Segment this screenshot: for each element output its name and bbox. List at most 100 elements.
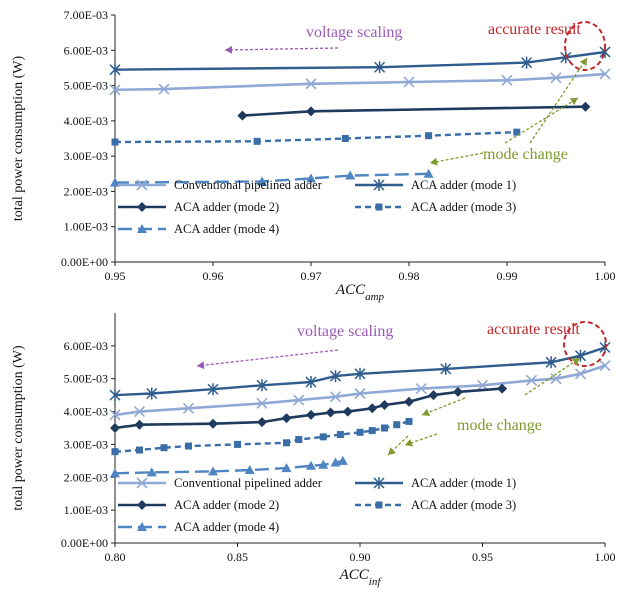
data-point	[356, 428, 364, 436]
y-tick-label: 4.00E-03	[64, 114, 108, 128]
mode-change-arrow	[504, 97, 579, 144]
annotations: voltage scaling accurate result mode chang…	[196, 321, 607, 456]
accurate-result-circle	[564, 21, 606, 71]
data-point	[521, 56, 533, 69]
data-point	[185, 442, 192, 450]
data-point	[342, 406, 353, 417]
data-point	[306, 106, 316, 117]
x-axis-label: ACCinf	[339, 567, 383, 588]
data-point	[345, 170, 356, 180]
legend-label: ACA adder (mode 2)	[174, 498, 279, 512]
series-mode3	[111, 128, 521, 146]
mode-change-arrowhead	[430, 157, 438, 166]
x-tick-label: 0.97	[301, 269, 322, 283]
accurate-result-circle	[563, 321, 607, 367]
mode-change-arrow	[421, 397, 466, 416]
data-point	[109, 84, 121, 96]
y-tick-label: 2.00E-03	[64, 470, 108, 484]
data-point	[405, 417, 413, 425]
data-point	[146, 387, 158, 400]
data-point	[453, 386, 463, 397]
voltage-scaling-arrowhead	[225, 45, 233, 54]
data-point	[501, 74, 513, 86]
data-point	[237, 110, 248, 121]
data-point	[256, 379, 268, 392]
y-axis-label: total power consumption (W)	[11, 56, 26, 222]
y-tick-label: 4.00E-03	[64, 405, 108, 419]
mode-change-arrowhead	[388, 447, 396, 455]
mode-change-arrowhead	[579, 58, 587, 67]
data-point	[133, 406, 146, 418]
data-point	[341, 135, 349, 142]
x-tick-label: 0.90	[350, 550, 371, 564]
data-point	[207, 383, 219, 396]
data-point	[281, 463, 292, 473]
mode-change-arrow	[429, 152, 484, 164]
legend-marker	[137, 224, 147, 233]
y-tick-label: 2.00E-03	[64, 184, 108, 198]
data-point	[319, 433, 327, 441]
x-tick-label: 1.00	[595, 550, 616, 564]
data-point	[337, 455, 348, 465]
legend-label: ACA adder (mode 3)	[411, 200, 516, 214]
mode-change-arrowhead	[571, 358, 580, 366]
y-tick-label: 6.00E-03	[64, 43, 108, 57]
annotations: voltage scaling accurate result mode chang…	[224, 21, 606, 166]
data-point	[305, 376, 317, 388]
legend-marker	[373, 179, 385, 191]
data-point	[111, 138, 119, 146]
series-line	[114, 420, 410, 453]
accurate-result-label: accurate result	[487, 321, 580, 338]
data-point	[158, 83, 170, 95]
data-point	[379, 400, 390, 410]
legend-marker	[137, 522, 147, 531]
data-point	[367, 403, 378, 414]
x-tick-label: 0.80	[105, 550, 126, 564]
data-point	[368, 427, 376, 435]
data-point	[110, 177, 120, 187]
legend-label: ACA adder (mode 1)	[411, 178, 516, 192]
data-point	[208, 418, 218, 429]
data-point	[109, 389, 121, 402]
data-point	[525, 374, 538, 386]
y-tick-label: 7.00E-03	[64, 8, 108, 22]
data-point	[306, 460, 316, 470]
series-line	[114, 72, 606, 92]
x-axis-label: ACCamp	[335, 282, 385, 303]
data-point	[381, 424, 388, 432]
legend-label: Conventional pipelined adder	[174, 476, 323, 490]
series-line	[114, 130, 517, 144]
series-mode4	[110, 168, 434, 187]
mode-change-label: mode change	[483, 146, 568, 163]
y-tick-label: 1.00E-03	[64, 220, 108, 234]
series-conventional	[109, 360, 611, 421]
data-point	[109, 63, 121, 76]
y-tick-label: 0.00E+00	[61, 255, 108, 269]
series-mode2	[110, 383, 508, 433]
y-tick-label: 3.00E-03	[64, 437, 108, 451]
data-point	[182, 402, 195, 414]
data-point	[109, 409, 121, 421]
data-point	[318, 459, 329, 469]
x-tick-label: 0.99	[497, 269, 518, 283]
data-point	[253, 137, 261, 145]
data-point	[111, 448, 119, 456]
mode-change-arrowhead	[569, 98, 578, 106]
y-tick-label: 5.00E-03	[64, 79, 108, 93]
legend-marker	[137, 500, 147, 510]
legend-label: ACA adder (mode 3)	[411, 498, 516, 512]
x-tick-label: 0.95	[105, 269, 126, 283]
legend: Conventional pipelined adder ACA adder (m…	[118, 178, 516, 236]
data-point	[440, 362, 452, 375]
x-tick-label: 1.00	[595, 269, 616, 283]
y-tick-label: 6.00E-03	[64, 339, 108, 353]
legend-marker	[375, 203, 383, 211]
mode-change-arrowhead	[422, 408, 430, 417]
legend-marker	[373, 477, 385, 489]
data-point	[329, 391, 342, 403]
voltage-scaling-arrowhead	[197, 361, 205, 370]
mode-change-arrow	[404, 433, 438, 446]
data-point	[244, 465, 255, 475]
data-point	[306, 409, 316, 420]
data-point	[599, 68, 611, 80]
